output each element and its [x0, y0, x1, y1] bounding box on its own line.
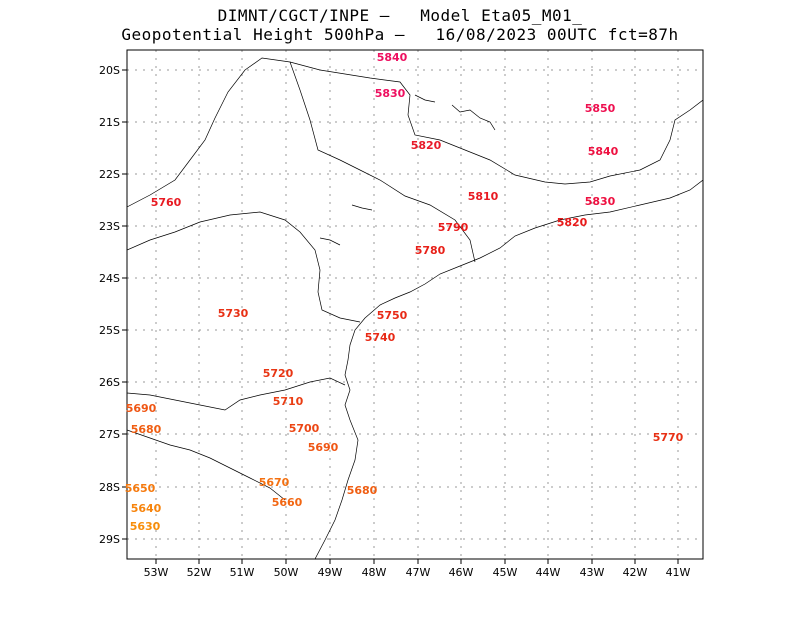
map-frame — [126, 49, 704, 560]
lon-tick-label: 44W — [536, 566, 561, 579]
contour-label: 5820 — [557, 216, 588, 229]
lon-tick-label: 42W — [623, 566, 648, 579]
lat-tick-label: 23S — [99, 220, 120, 233]
axis-ticks: 20S 21S 22S 23S 24S 25S 26S 27S 28S 29S 53W 52W 51W 5… — [99, 64, 691, 579]
state-border-4 — [289, 61, 476, 263]
contour-label: 5840 — [588, 145, 619, 158]
grid-lines — [127, 50, 703, 559]
contour-labels: 5840 5830 5850 5820 5840 5810 5830 5760 5790 5820… — [125, 51, 684, 533]
lat-tick-label: 20S — [99, 64, 120, 77]
contour-label: 5720 — [263, 367, 294, 380]
lat-tick-label: 22S — [99, 168, 120, 181]
contour-label: 5790 — [438, 221, 469, 234]
coastline — [127, 57, 703, 559]
lat-tick-label: 25S — [99, 324, 120, 337]
lat-tick-label: 24S — [99, 272, 120, 285]
contour-label: 5830 — [585, 195, 616, 208]
contour-label: 5740 — [365, 331, 396, 344]
contour-label: 5670 — [259, 476, 290, 489]
lat-tick-label: 28S — [99, 481, 120, 494]
title-line-1: DIMNT/CGCT/INPE – Model Eta05_M01_ — [217, 6, 583, 25]
lat-tick-label: 21S — [99, 116, 120, 129]
lon-tick-label: 47W — [406, 566, 431, 579]
contour-label: 5690 — [308, 441, 339, 454]
lon-tick-label: 52W — [187, 566, 212, 579]
contour-label: 5760 — [151, 196, 182, 209]
contour-label: 5700 — [289, 422, 320, 435]
contour-label: 5650 — [125, 482, 156, 495]
lat-tick-label: 29S — [99, 533, 120, 546]
contour-label: 5820 — [411, 139, 442, 152]
lon-tick-label: 45W — [493, 566, 518, 579]
contour-label: 5730 — [218, 307, 249, 320]
contour-label: 5680 — [347, 484, 378, 497]
contour-label: 5680 — [131, 423, 162, 436]
lat-tick-label: 26S — [99, 376, 120, 389]
contour-label: 5780 — [415, 244, 446, 257]
lon-tick-label: 50W — [274, 566, 299, 579]
lon-tick-label: 53W — [144, 566, 169, 579]
bay-islands — [319, 94, 496, 246]
lon-tick-label: 49W — [318, 566, 343, 579]
lon-tick-label: 43W — [580, 566, 605, 579]
contour-label: 5830 — [375, 87, 406, 100]
contour-label: 5810 — [468, 190, 499, 203]
contour-label: 5750 — [377, 309, 408, 322]
contour-label: 5690 — [126, 402, 157, 415]
lon-tick-label: 48W — [362, 566, 387, 579]
brazil-coastline — [127, 57, 703, 208]
contour-label: 5840 — [377, 51, 408, 64]
contour-label: 5770 — [653, 431, 684, 444]
lon-tick-label: 46W — [449, 566, 474, 579]
sp-coastline — [314, 179, 703, 559]
contour-label: 5660 — [272, 496, 303, 509]
lat-tick-label: 27S — [99, 428, 120, 441]
contour-label: 5850 — [585, 102, 616, 115]
lon-tick-label: 51W — [230, 566, 255, 579]
contour-label: 5630 — [130, 520, 161, 533]
state-border-2 — [127, 377, 346, 411]
lon-tick-label: 41W — [666, 566, 691, 579]
state-border-3 — [127, 429, 286, 501]
state-border-1 — [127, 211, 361, 323]
title-line-2: Geopotential Height 500hPa – 16/08/2023 … — [121, 25, 679, 44]
contour-label: 5710 — [273, 395, 304, 408]
contour-label: 5640 — [131, 502, 162, 515]
